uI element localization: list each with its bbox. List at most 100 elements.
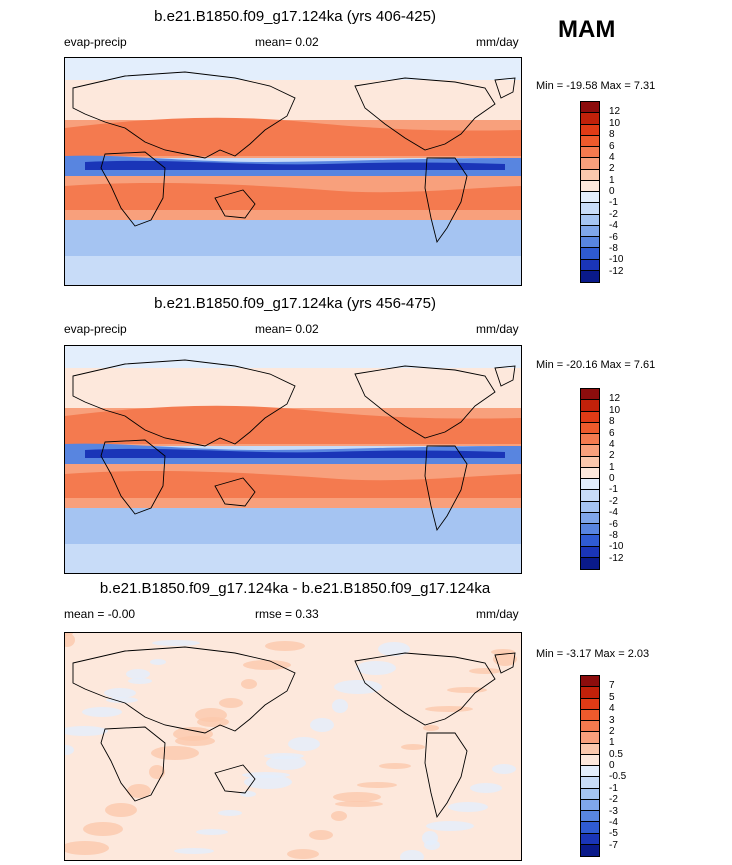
field-blob <box>219 698 243 708</box>
field-blob <box>105 803 137 817</box>
panel-3-map-field <box>65 633 521 860</box>
panel-2-title: b.e21.B1850.f09_g17.124ka (yrs 456-475) <box>154 295 436 312</box>
coastline <box>214 477 256 507</box>
colorbar-tick-label: -8 <box>609 242 618 254</box>
colorbar-swatch <box>581 687 599 699</box>
coastline <box>72 71 296 159</box>
field-blob <box>448 802 488 812</box>
field-blob <box>65 841 109 855</box>
field-band-arctic <box>65 58 521 80</box>
field-blob <box>174 848 214 854</box>
field-band-subtropics-n-core <box>65 405 521 444</box>
field-blob <box>288 737 320 751</box>
colorbar-tick-label: -4 <box>609 507 618 519</box>
colorbar-swatch <box>581 237 599 249</box>
coastline <box>72 359 296 447</box>
colorbar-tick-label: -10 <box>609 254 624 266</box>
colorbar-swatch <box>581 169 599 181</box>
field-blob <box>469 668 501 674</box>
field-band-southern-storm <box>65 508 521 544</box>
colorbar-tick-label: 10 <box>609 117 621 129</box>
field-blob <box>424 840 440 850</box>
field-band-antarctic <box>65 544 521 573</box>
panel-2-units-label: mm/day <box>476 322 519 336</box>
panel-1-units-label: mm/day <box>476 35 519 49</box>
colorbar-swatch <box>581 799 599 811</box>
colorbar-tick-label: -8 <box>609 529 618 541</box>
colorbar-tick-label: 3 <box>609 714 615 726</box>
field-blob <box>357 782 397 788</box>
colorbar-swatch <box>581 844 599 856</box>
colorbar-swatch <box>581 203 599 215</box>
colorbar-tick-label: -4 <box>609 220 618 232</box>
coastline <box>214 764 256 794</box>
panel-3-colorbar-ticks: 7 5 4 3 2 1 0.5 0 -0.5 -1 -2 -3 -4 -5 -7 <box>609 675 649 857</box>
coastline <box>72 646 296 734</box>
colorbar-tick-label: -4 <box>609 816 618 828</box>
colorbar-swatch <box>581 822 599 834</box>
field-blob <box>244 775 292 789</box>
colorbar-swatch <box>581 501 599 513</box>
field-blob <box>128 678 152 684</box>
panel-1-mean-label: mean= 0.02 <box>255 35 319 49</box>
field-blob <box>309 830 333 840</box>
field-blob <box>127 784 151 798</box>
panel-1-title: b.e21.B1850.f09_g17.124ka (yrs 406-425) <box>154 8 436 25</box>
coastline <box>494 652 516 674</box>
colorbar-swatch <box>581 732 599 744</box>
colorbar-tick-label: 6 <box>609 140 615 152</box>
colorbar-tick-label: 1 <box>609 737 615 749</box>
coastline <box>354 77 496 151</box>
panel-1-variable-label: evap-precip <box>64 35 127 49</box>
field-blob <box>241 679 257 689</box>
field-blob <box>65 745 74 755</box>
field-blob <box>104 688 136 698</box>
colorbar-swatch <box>581 721 599 733</box>
colorbar-swatch <box>581 754 599 766</box>
coastline <box>100 151 166 227</box>
panel-1-map-field <box>65 58 521 285</box>
colorbar-tick-label: 0 <box>609 760 615 771</box>
coastline <box>424 157 468 244</box>
field-blob <box>151 746 199 760</box>
field-blob <box>197 717 229 727</box>
colorbar-tick-label: 5 <box>609 691 615 703</box>
colorbar-swatch <box>581 524 599 536</box>
field-blob <box>335 801 383 807</box>
field-blob <box>310 718 334 732</box>
colorbar-tick-label: -2 <box>609 495 618 507</box>
field-band-subtropics-s-core <box>65 471 521 498</box>
panel-1-map <box>64 57 522 286</box>
colorbar-swatch <box>581 467 599 479</box>
field-blob <box>401 744 425 750</box>
colorbar-tick-label: -1 <box>609 782 618 794</box>
colorbar-tick-label: 4 <box>609 438 615 450</box>
colorbar-swatch <box>581 225 599 237</box>
field-blob <box>243 660 291 670</box>
field-blob <box>287 849 319 859</box>
panel-2-mean-label: mean= 0.02 <box>255 322 319 336</box>
panel-2-colorbar <box>580 388 600 570</box>
colorbar-tick-label: -12 <box>609 265 624 277</box>
colorbar-swatch <box>581 411 599 423</box>
field-blob <box>240 791 256 797</box>
coastline <box>214 189 256 219</box>
panel-2-minmax: Min = -20.16 Max = 7.61 <box>536 359 656 371</box>
colorbar-swatch <box>581 788 599 800</box>
colorbar-swatch <box>581 259 599 271</box>
field-band-antarctic <box>65 256 521 285</box>
field-blob <box>152 640 200 646</box>
colorbar-swatch <box>581 766 599 778</box>
colorbar-tick-label: -3 <box>609 805 618 817</box>
field-band-north <box>65 80 521 120</box>
coastline <box>354 365 496 439</box>
field-band-itcz-core <box>85 160 505 170</box>
colorbar-swatch <box>581 512 599 524</box>
field-blob <box>470 783 502 793</box>
field-blob <box>331 811 347 821</box>
colorbar-swatch <box>581 709 599 721</box>
field-blob <box>266 756 306 770</box>
colorbar-tick-label: 1 <box>609 461 615 473</box>
colorbar-tick-label: 6 <box>609 427 615 439</box>
field-blob <box>83 822 123 836</box>
